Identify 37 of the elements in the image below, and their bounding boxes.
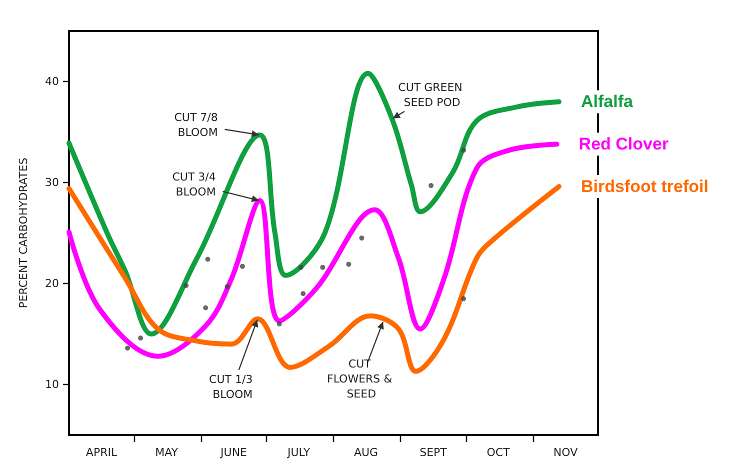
annotation: CUT 7/8 BLOOM [174, 111, 222, 140]
annotation: CUT 3/4 BLOOM [172, 170, 220, 199]
x-tick-label: NOV [553, 446, 578, 459]
y-tick-label: 20 [45, 277, 59, 290]
x-tick-label: APRIL [86, 446, 118, 459]
x-tick-label: AUG [354, 446, 378, 459]
series-label: Birdsfoot trefoil [580, 177, 708, 196]
point [205, 256, 210, 262]
x-tick-label: MAY [155, 446, 178, 459]
point [428, 183, 434, 188]
point [276, 321, 282, 326]
point [298, 264, 304, 270]
annotation: CUT FLOWERS & SEED [326, 357, 396, 400]
x-tick-label: OCT [486, 446, 510, 459]
point [184, 283, 189, 288]
point [224, 284, 230, 290]
x-tick-label: JUNE [220, 446, 248, 459]
x-tick-label: SEPT [420, 446, 448, 459]
y-tick-label: 40 [45, 75, 59, 88]
point [300, 291, 306, 296]
point [138, 336, 144, 341]
point [320, 264, 326, 270]
point [125, 346, 130, 351]
series-label: Alfalfa [580, 92, 634, 112]
point [359, 236, 364, 241]
point [461, 148, 466, 153]
annotation: CUT GREEN SEED POD [398, 80, 466, 109]
annotation: CUT 1/3 BLOOM [209, 372, 256, 401]
y-axis-title: PERCENT CARBOHYDRATES [17, 158, 30, 308]
point [461, 296, 466, 302]
y-tick-label: 10 [45, 378, 59, 391]
point [240, 264, 245, 269]
point [203, 305, 208, 310]
x-tick-label: JULY [286, 446, 310, 459]
y-tick-label: 30 [45, 176, 59, 189]
point [346, 262, 352, 267]
series-label: Red Clover [578, 134, 669, 154]
